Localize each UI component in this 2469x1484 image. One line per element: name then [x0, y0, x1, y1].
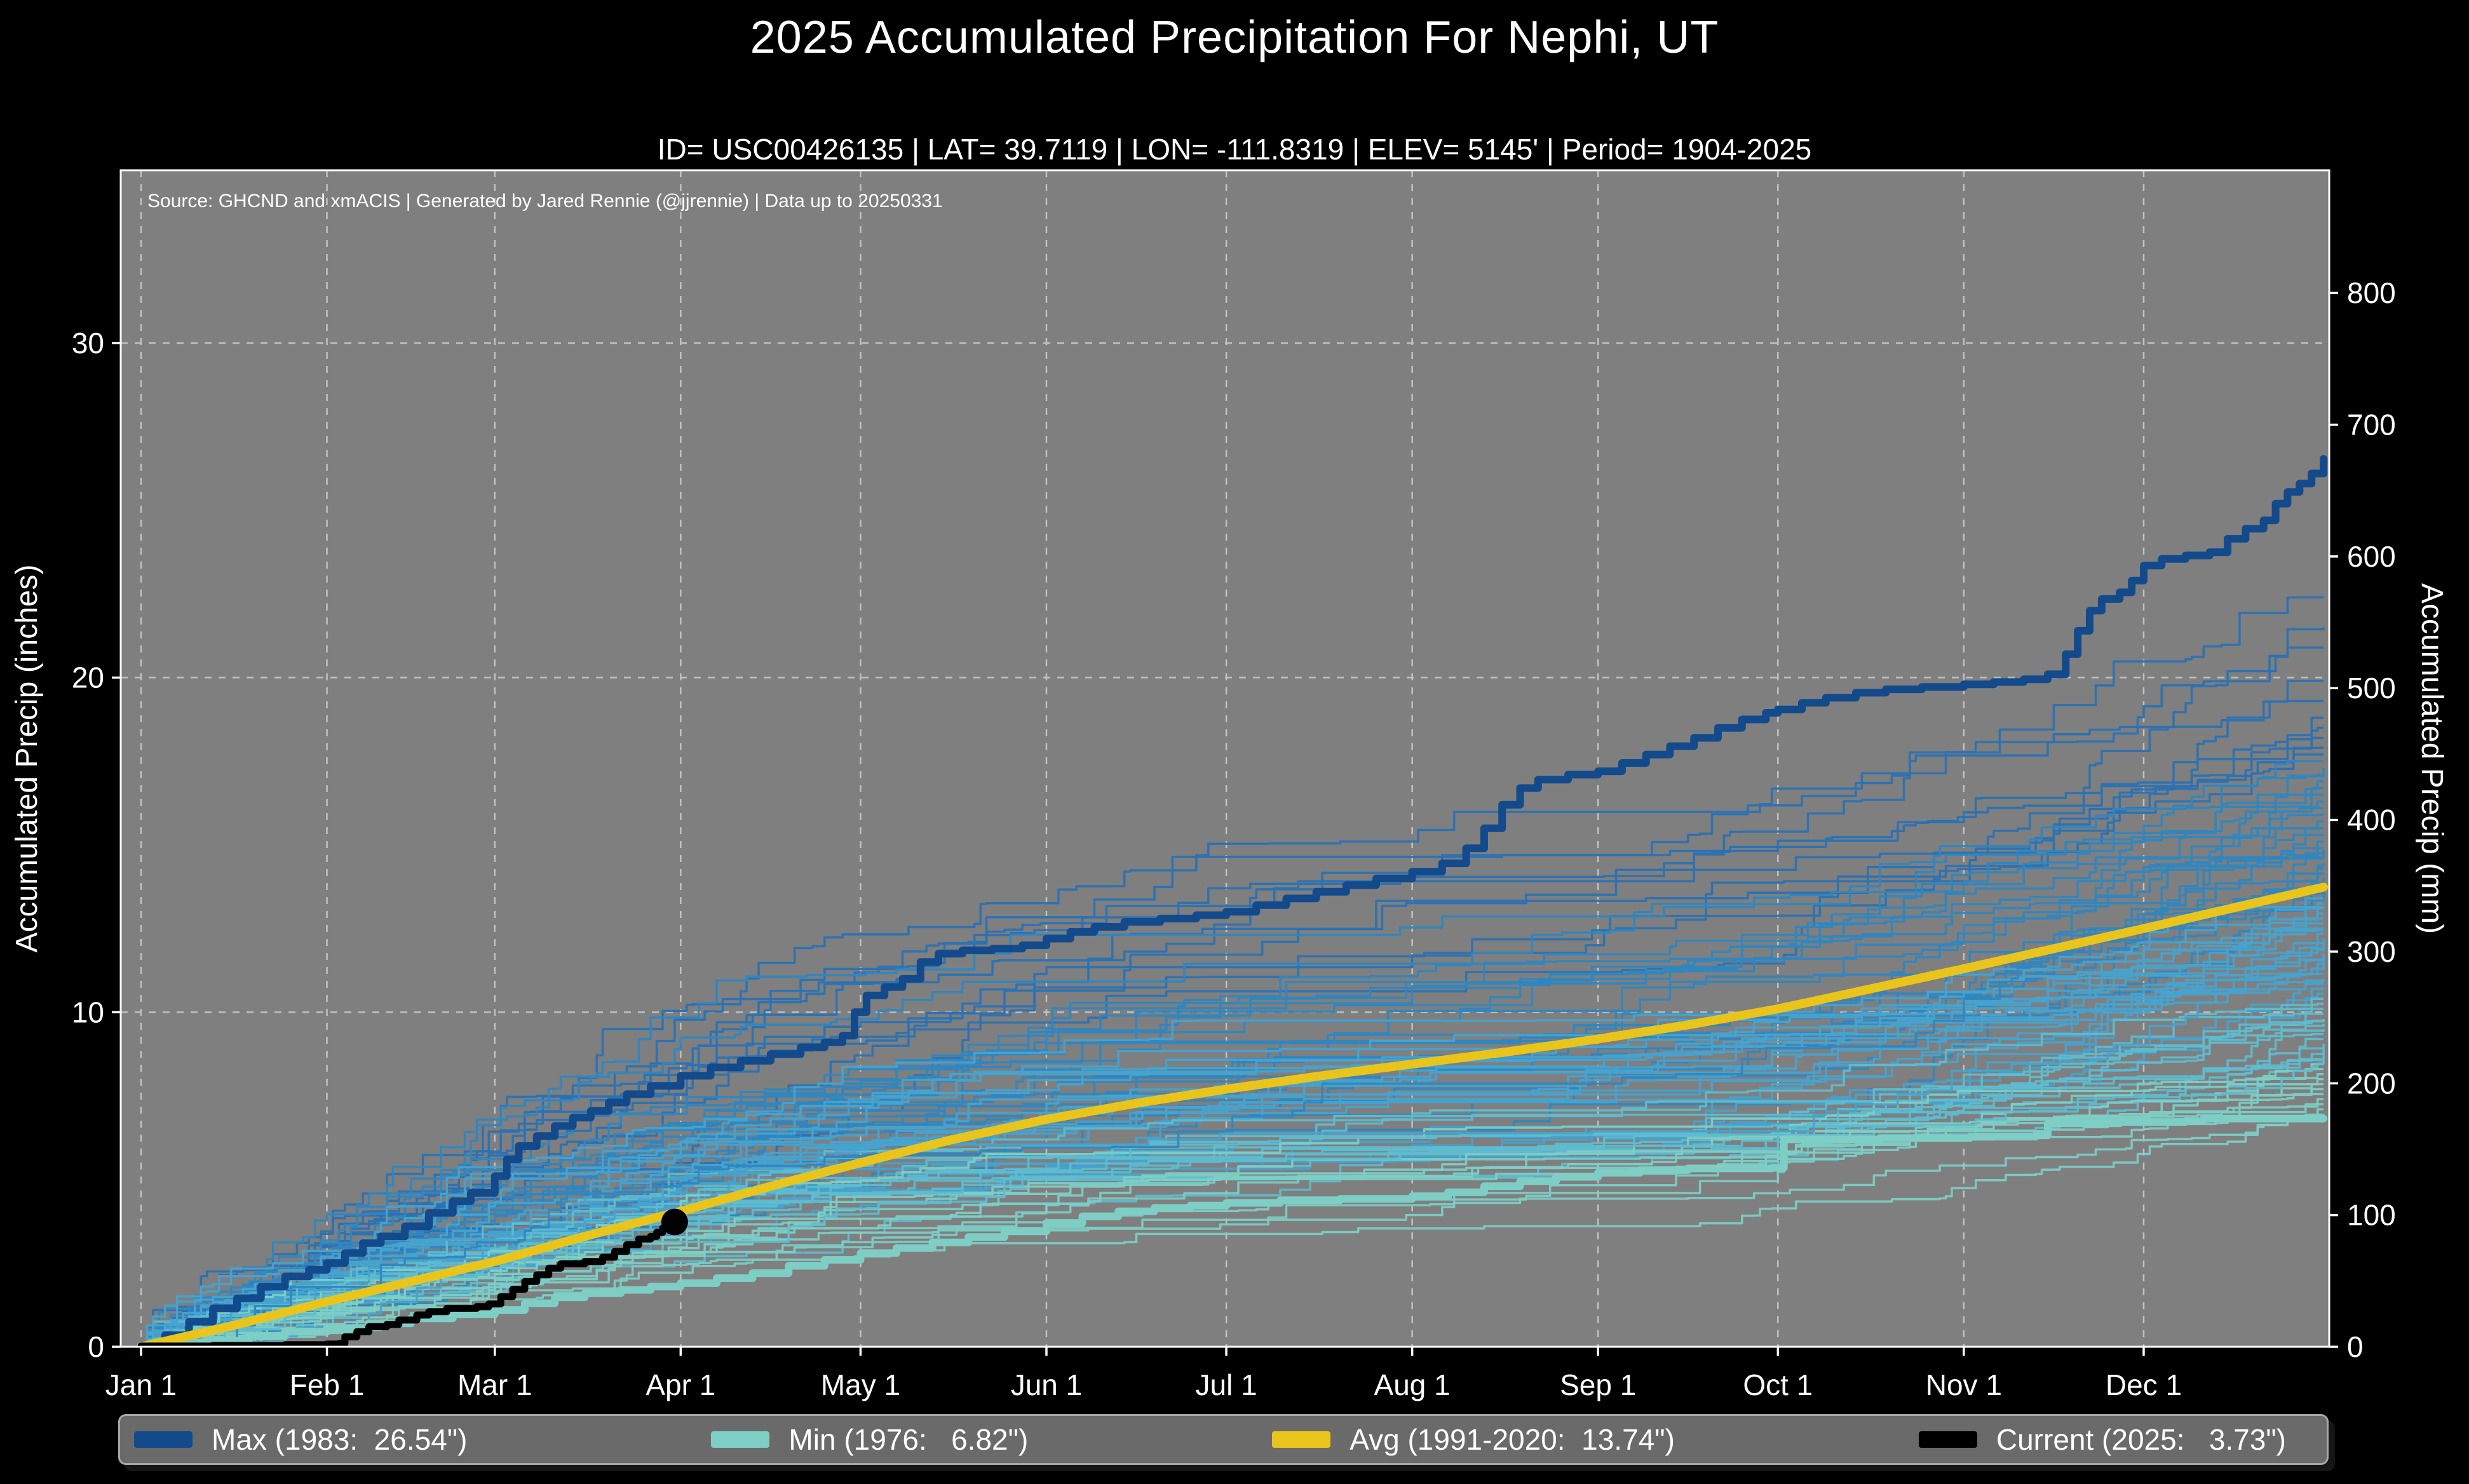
y-axis-label-left: Accumulated Precip (inches) — [10, 565, 44, 953]
legend-swatch-min — [711, 1431, 770, 1448]
history-line — [141, 973, 2324, 1347]
ticks — [112, 292, 2338, 1356]
x-tick-label: Sep 1 — [1560, 1368, 1636, 1401]
history-line — [141, 906, 2325, 1347]
avg-line — [137, 882, 2329, 1347]
legend-item-min: Min (1976: 6.82") — [711, 1422, 1028, 1457]
x-tick-label: Mar 1 — [457, 1368, 532, 1401]
data-lines — [137, 455, 2329, 1347]
legend-label-current: Current (2025: 3.73") — [1996, 1423, 2286, 1456]
x-tick-label: Jun 1 — [1011, 1368, 1083, 1401]
min-line — [137, 1114, 2328, 1347]
x-tick-label: Apr 1 — [646, 1368, 715, 1401]
y-tick-label-right: 500 — [2347, 671, 2396, 705]
x-tick-label: Nov 1 — [1926, 1368, 2002, 1401]
current-line — [137, 1218, 679, 1347]
legend-item-current: Current (2025: 3.73") — [1918, 1422, 2286, 1457]
legend: Max (1983: 26.54") Min (1976: 6.82") Avg… — [118, 1414, 2329, 1465]
history-line — [141, 780, 2324, 1347]
x-tick-label: Dec 1 — [2106, 1368, 2182, 1401]
history-line — [141, 1019, 2324, 1347]
y-tick-label-right: 600 — [2347, 540, 2396, 573]
y-tick-label-left: 0 — [88, 1330, 104, 1363]
axis-spines — [119, 169, 2330, 1348]
chart-title: 2025 Accumulated Precipitation For Nephi… — [750, 12, 1719, 63]
y-tick-label-left: 10 — [72, 995, 104, 1029]
chart-subtitle: ID= USC00426135 | LAT= 39.7119 | LON= -1… — [657, 133, 1812, 166]
y-tick-label-right: 0 — [2347, 1330, 2364, 1363]
legend-item-max: Max (1983: 26.54") — [134, 1422, 467, 1457]
source-note: Source: GHCND and xmACIS | Generated by … — [147, 191, 943, 212]
history-line — [141, 1108, 2324, 1347]
legend-item-avg: Avg (1991-2020: 13.74") — [1272, 1422, 1675, 1457]
legend-swatch-current — [1918, 1431, 1977, 1448]
y-tick-label-right: 200 — [2347, 1067, 2396, 1100]
x-tick-label: Aug 1 — [1374, 1368, 1451, 1401]
current-end-dot — [661, 1208, 688, 1236]
x-tick-label: Jan 1 — [105, 1368, 177, 1401]
max-line — [137, 455, 2328, 1347]
history-line — [141, 1093, 2324, 1347]
x-tick-label: Feb 1 — [290, 1368, 365, 1401]
y-tick-label-right: 700 — [2347, 408, 2396, 442]
x-tick-label: Oct 1 — [1743, 1368, 1813, 1401]
history-line — [141, 847, 2324, 1347]
y-tick-label-right: 300 — [2347, 935, 2396, 968]
y-tick-label-left: 20 — [72, 661, 104, 694]
legend-label-max: Max (1983: 26.54") — [212, 1423, 468, 1456]
history-line — [141, 627, 2325, 1347]
history-line — [141, 1060, 2325, 1347]
history-line — [141, 1113, 2325, 1347]
y-tick-label-right: 800 — [2347, 276, 2396, 309]
y-tick-label-right: 100 — [2347, 1199, 2396, 1232]
legend-swatch-max — [134, 1431, 193, 1448]
legend-swatch-avg — [1272, 1431, 1331, 1448]
y-axis-label-right: Accumulated Precip (mm) — [2415, 583, 2449, 934]
legend-label-avg: Avg (1991-2020: 13.74") — [1349, 1423, 1675, 1456]
y-tick-label-left: 30 — [72, 327, 104, 360]
x-tick-label: Jul 1 — [1196, 1368, 1257, 1401]
y-tick-label-right: 400 — [2347, 804, 2396, 837]
x-tick-label: May 1 — [821, 1368, 900, 1401]
legend-label-min: Min (1976: 6.82") — [788, 1423, 1029, 1456]
history-line — [141, 699, 2324, 1347]
history-line — [141, 981, 2324, 1347]
